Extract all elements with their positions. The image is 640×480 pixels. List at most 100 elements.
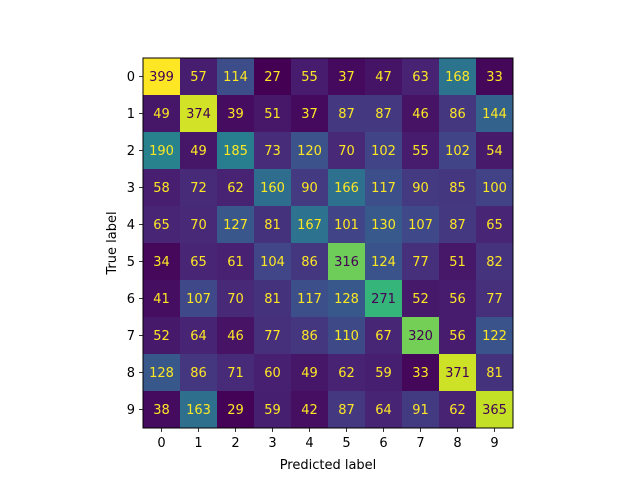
cell-value-r1-c0: 49 (153, 107, 170, 122)
cell-value-r9-c5: 87 (338, 403, 355, 418)
cell-value-r0-c0: 399 (149, 70, 174, 85)
cell-value-r7-c9: 122 (482, 329, 507, 344)
cell-value-r7-c6: 67 (375, 329, 392, 344)
x-axis-ticks: 0 1 2 3 4 5 6 7 8 9 (157, 428, 498, 451)
cell-value-r8-c2: 71 (227, 366, 244, 381)
cell-value-r1-c5: 87 (338, 107, 355, 122)
cell-value-r5-c2: 61 (227, 255, 244, 270)
cell-value-r7-c7: 320 (408, 329, 433, 344)
cell-value-r8-c0: 128 (149, 366, 174, 381)
cell-value-r7-c5: 110 (334, 329, 359, 344)
y-tick-label-6: 6 (127, 292, 135, 307)
cell-value-r2-c4: 120 (297, 144, 322, 159)
cell-value-r8-c3: 60 (264, 366, 281, 381)
cell-value-r5-c5: 316 (334, 255, 359, 270)
cell-value-r7-c4: 86 (301, 329, 318, 344)
cell-value-r6-c3: 81 (264, 292, 281, 307)
cell-value-r8-c5: 62 (338, 366, 355, 381)
cell-value-r6-c1: 107 (186, 292, 211, 307)
cell-value-r2-c7: 55 (412, 144, 429, 159)
cell-value-r6-c4: 117 (297, 292, 322, 307)
cell-value-r9-c7: 91 (412, 403, 429, 418)
cell-value-r5-c8: 51 (449, 255, 466, 270)
cell-value-r3-c7: 90 (412, 181, 429, 196)
cell-value-r0-c2: 114 (223, 70, 248, 85)
x-tick-label-3: 3 (268, 436, 276, 451)
cell-value-r3-c0: 58 (153, 181, 170, 196)
x-tick-label-2: 2 (231, 436, 239, 451)
cell-value-r5-c1: 65 (190, 255, 207, 270)
cell-value-r7-c3: 77 (264, 329, 281, 344)
cell-value-r5-c7: 77 (412, 255, 429, 270)
y-tick-label-9: 9 (127, 403, 135, 418)
cell-value-r6-c0: 41 (153, 292, 170, 307)
x-tick-label-0: 0 (157, 436, 165, 451)
y-tick-label-3: 3 (127, 181, 135, 196)
y-tick-label-4: 4 (127, 218, 135, 233)
cell-value-r5-c9: 82 (486, 255, 503, 270)
cell-value-r2-c3: 73 (264, 144, 281, 159)
cell-value-r4-c0: 65 (153, 218, 170, 233)
cell-value-r6-c6: 271 (371, 292, 396, 307)
cell-value-r1-c7: 46 (412, 107, 429, 122)
cell-value-r5-c3: 104 (260, 255, 285, 270)
x-tick-label-9: 9 (490, 436, 498, 451)
cell-value-r2-c1: 49 (190, 144, 207, 159)
cell-value-r0-c9: 33 (486, 70, 503, 85)
cell-value-r6-c5: 128 (334, 292, 359, 307)
cell-value-r9-c2: 29 (227, 403, 244, 418)
x-tick-label-5: 5 (342, 436, 350, 451)
cell-value-r1-c8: 86 (449, 107, 466, 122)
cell-value-r8-c6: 59 (375, 366, 392, 381)
cell-value-r3-c8: 85 (449, 181, 466, 196)
y-tick-label-0: 0 (127, 70, 135, 85)
cell-value-r7-c1: 64 (190, 329, 207, 344)
cell-value-r8-c4: 49 (301, 366, 318, 381)
cell-value-r2-c2: 185 (223, 144, 248, 159)
cell-value-r0-c7: 63 (412, 70, 429, 85)
cell-value-r0-c4: 55 (301, 70, 318, 85)
cell-value-r3-c4: 90 (301, 181, 318, 196)
x-tick-label-6: 6 (379, 436, 387, 451)
cell-value-r1-c4: 37 (301, 107, 318, 122)
cell-value-r4-c1: 70 (190, 218, 207, 233)
cell-value-r4-c8: 87 (449, 218, 466, 233)
cell-value-r2-c9: 54 (486, 144, 503, 159)
y-tick-label-8: 8 (127, 366, 135, 381)
y-tick-label-5: 5 (127, 255, 135, 270)
y-tick-label-2: 2 (127, 144, 135, 159)
y-axis-ticks: 0123456789 (127, 70, 143, 418)
cell-value-r5-c4: 86 (301, 255, 318, 270)
cell-value-r5-c6: 124 (371, 255, 396, 270)
cell-value-r0-c5: 37 (338, 70, 355, 85)
cell-value-r4-c2: 127 (223, 218, 248, 233)
cell-value-r4-c7: 107 (408, 218, 433, 233)
y-axis-label: True label (105, 211, 120, 275)
cell-value-r9-c4: 42 (301, 403, 318, 418)
cell-value-r3-c5: 166 (334, 181, 359, 196)
x-tick-label-8: 8 (453, 436, 461, 451)
cell-value-r2-c8: 102 (445, 144, 470, 159)
cell-value-r9-c1: 163 (186, 403, 211, 418)
cell-value-r8-c8: 371 (445, 366, 470, 381)
cell-value-r1-c6: 87 (375, 107, 392, 122)
cell-value-r9-c9: 365 (482, 403, 507, 418)
cell-value-r4-c6: 130 (371, 218, 396, 233)
cell-value-r9-c8: 62 (449, 403, 466, 418)
cell-value-r6-c9: 77 (486, 292, 503, 307)
cell-value-r3-c3: 160 (260, 181, 285, 196)
cell-value-r4-c5: 101 (334, 218, 359, 233)
cell-value-r3-c9: 100 (482, 181, 507, 196)
x-tick-label-1: 1 (194, 436, 202, 451)
cell-value-r5-c0: 34 (153, 255, 170, 270)
cell-value-r6-c7: 52 (412, 292, 429, 307)
cell-value-r3-c2: 62 (227, 181, 244, 196)
cell-value-r7-c0: 52 (153, 329, 170, 344)
cell-value-r9-c3: 59 (264, 403, 281, 418)
cell-value-r4-c9: 65 (486, 218, 503, 233)
cell-value-r2-c5: 70 (338, 144, 355, 159)
cell-value-r0-c1: 57 (190, 70, 207, 85)
cell-value-r3-c1: 72 (190, 181, 207, 196)
